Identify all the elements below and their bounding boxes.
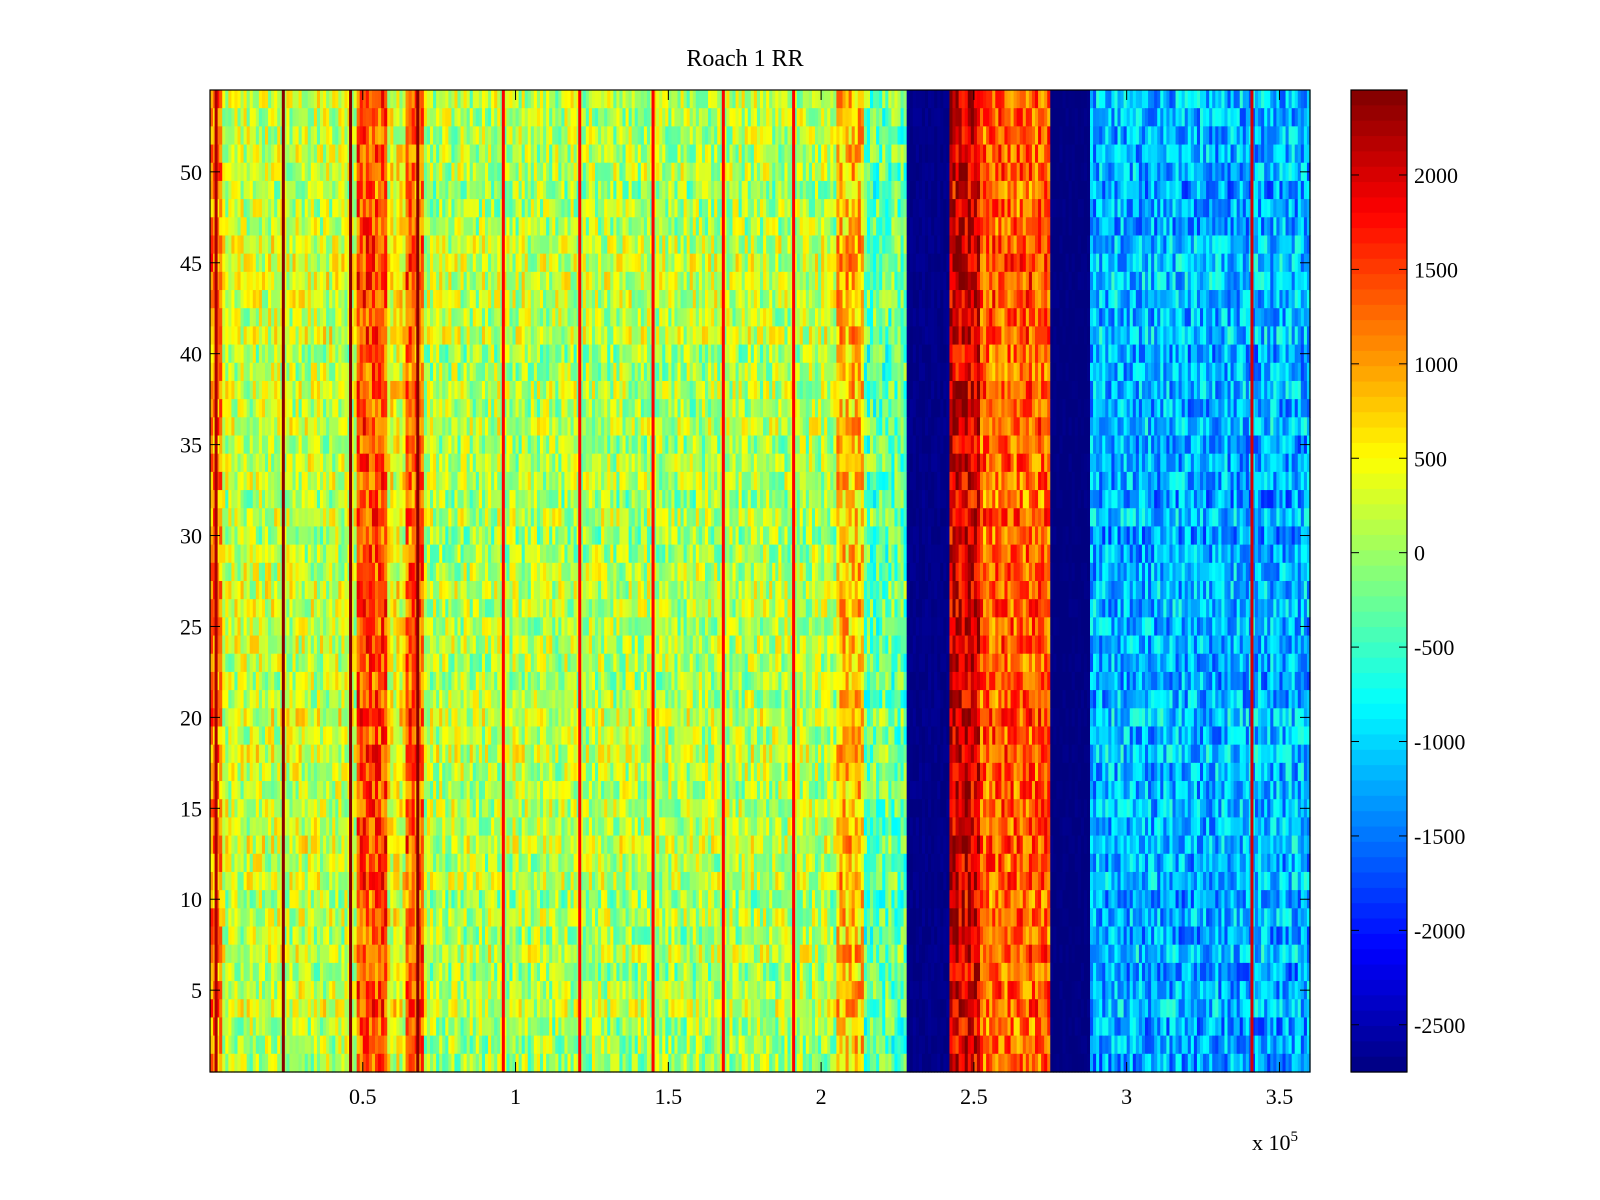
heatmap-cells (210, 90, 1311, 1073)
chart-title: Roach 1 RR (686, 46, 803, 72)
